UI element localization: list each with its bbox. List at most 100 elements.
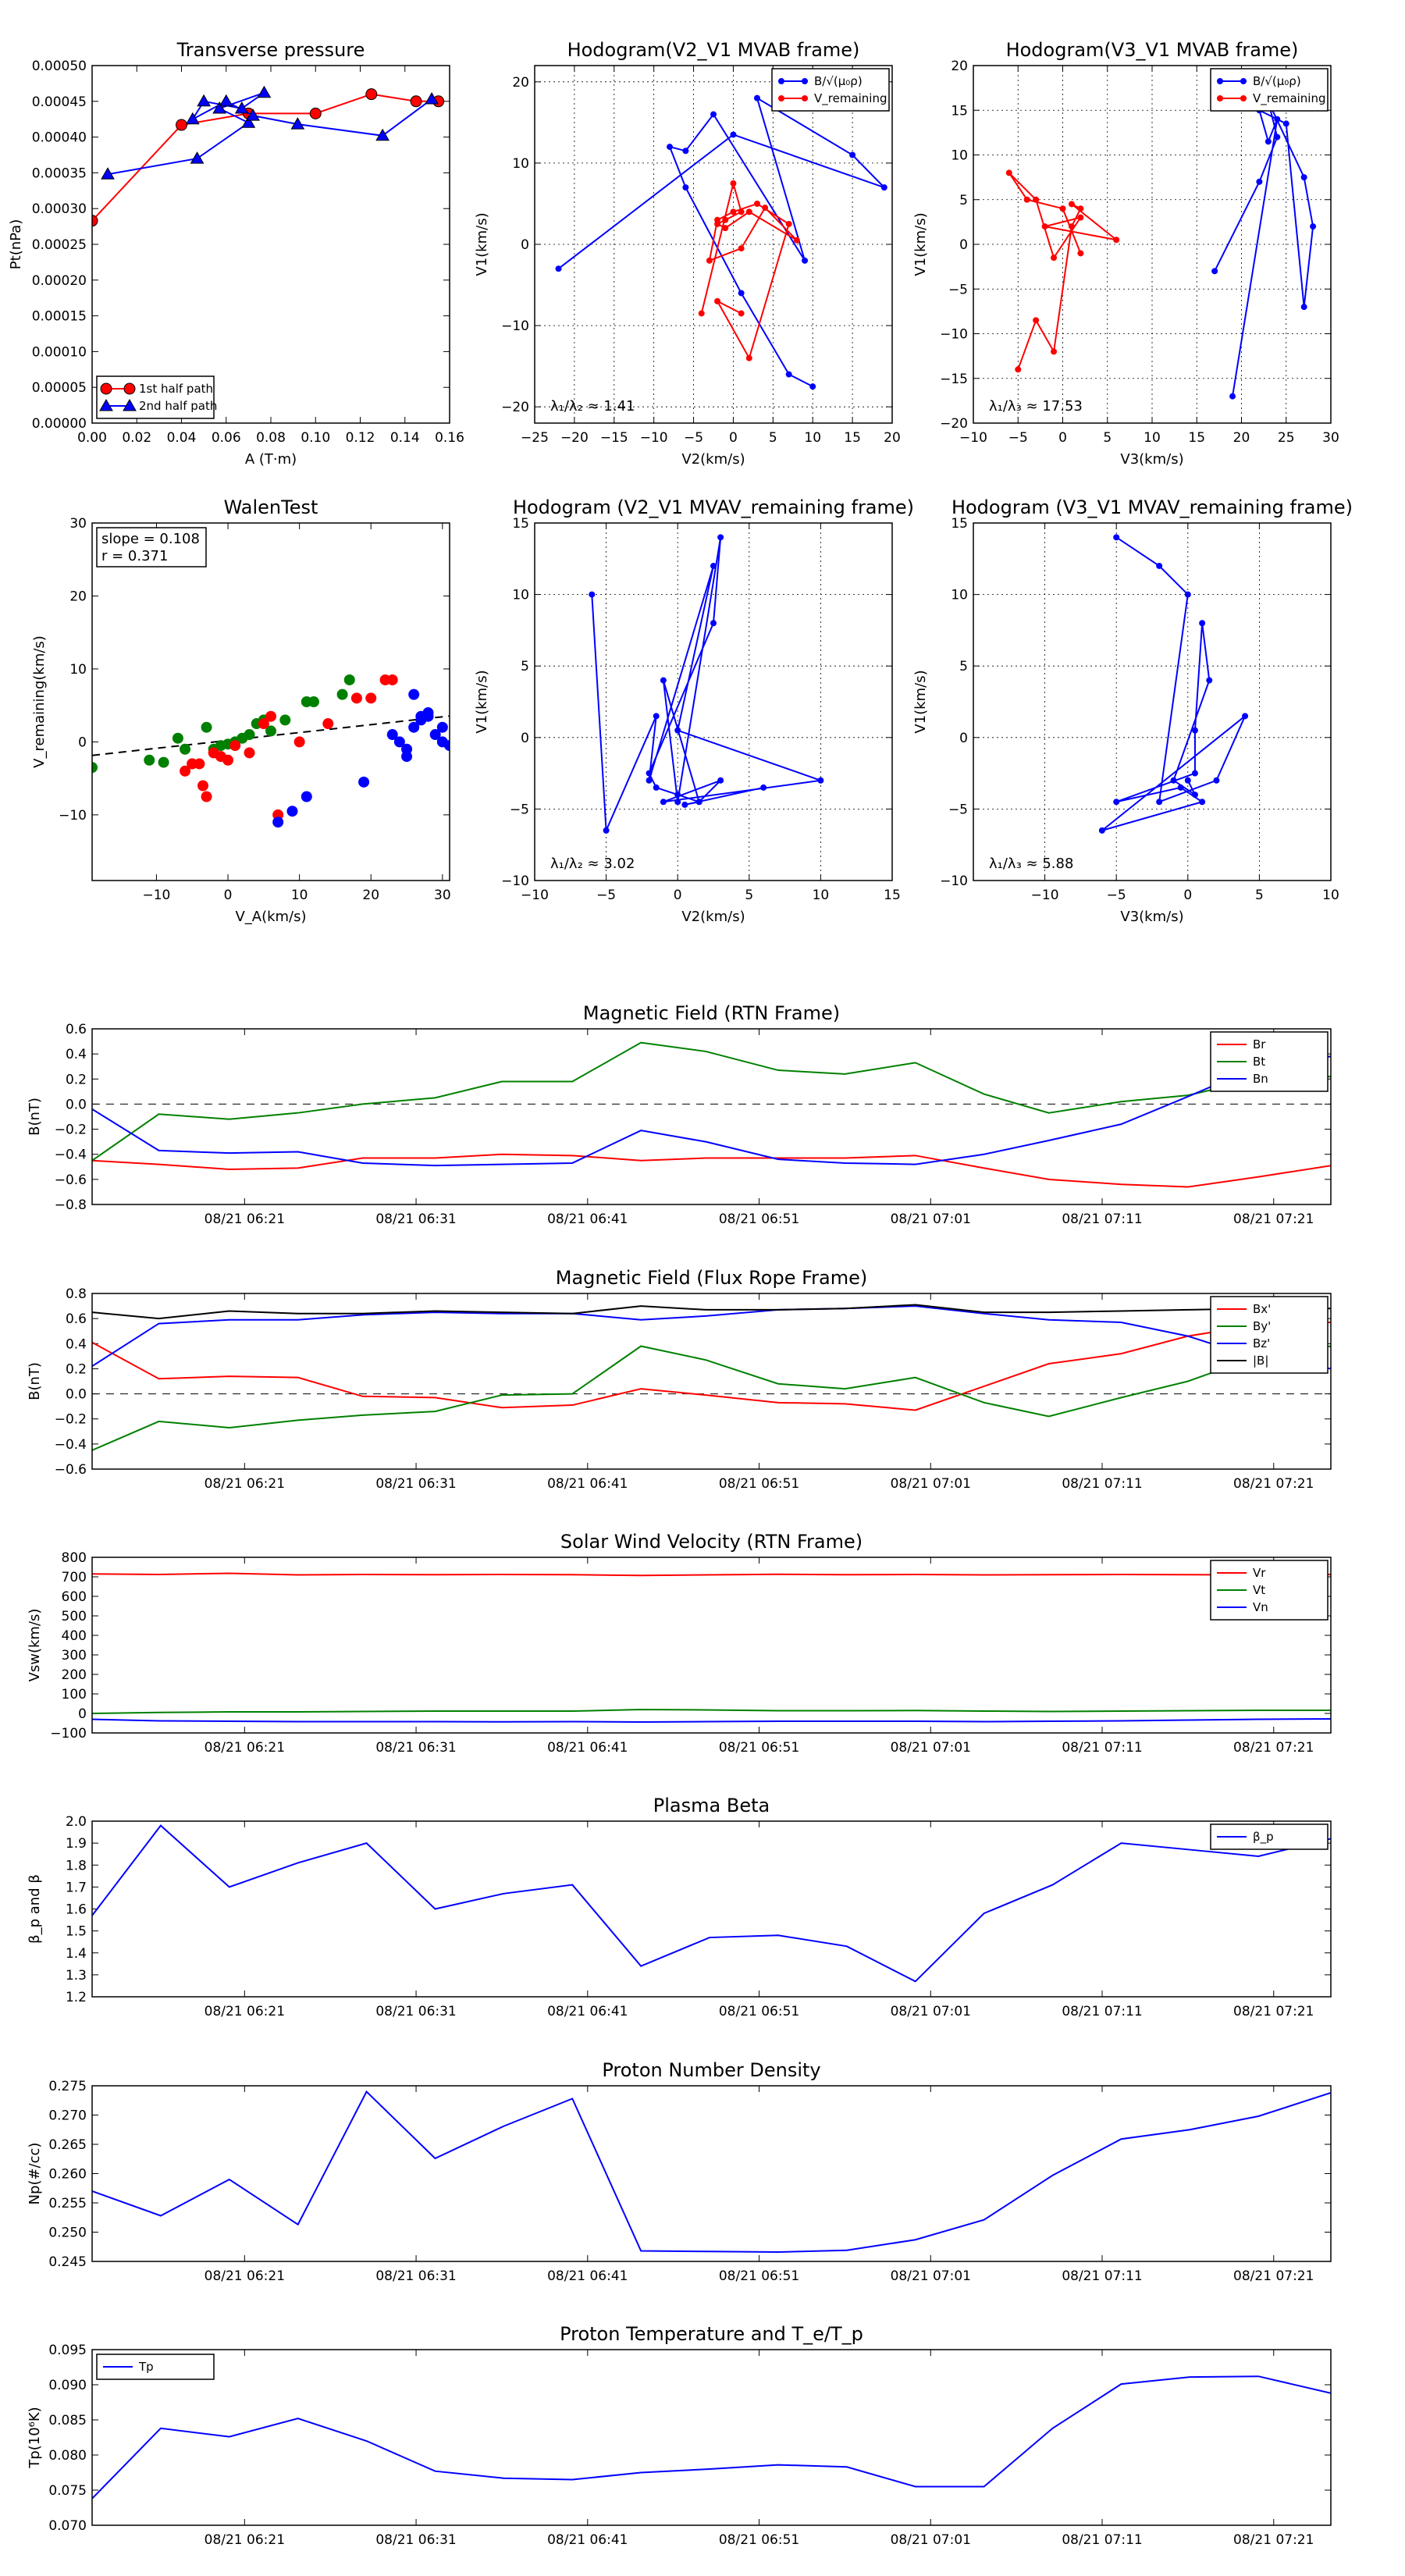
y-tick-label: −0.6 [55,1172,87,1188]
x-axis-label: A (T·m) [245,451,297,468]
y-tick-label: 0 [521,237,529,253]
data-point-1 [1077,250,1084,257]
data-point-1 [185,112,200,125]
x-tick-label: 08/21 06:31 [375,2004,456,2019]
series-line-2 [92,1305,1331,1370]
data-point-0 [1300,174,1307,181]
x-tick-label: 08/21 07:11 [1062,2004,1142,2019]
x-tick-label: −20 [560,430,589,446]
legend-marker [99,398,113,411]
data-point-0 [695,799,702,806]
y-tick-label: 0.00030 [32,201,87,217]
x-tick-label: 10 [813,888,830,903]
plot-area [92,2090,1331,2254]
x-axis-label: V_A(km/s) [235,909,306,925]
data-point-0 [730,131,737,138]
data-point-1 [698,310,705,317]
legend-marker [778,78,784,84]
data-point-1 [1077,205,1084,212]
data-point-0 [1156,799,1163,806]
data-point-0 [710,620,717,627]
y-tick-label: 0.080 [48,2448,87,2464]
data-point-2 [301,791,312,802]
x-tick-label: 08/21 07:01 [891,2004,971,2019]
data-point-0 [365,88,378,101]
data-point-2 [272,817,284,828]
data-point-1 [1068,201,1075,208]
x-tick-label: 0.06 [212,430,241,446]
legend-marker [1240,95,1247,101]
y-tick-label: 800 [62,1550,87,1566]
data-point-1 [1041,223,1048,230]
data-point-2 [444,740,450,752]
y-tick-label: 300 [62,1648,87,1663]
legend: 1st half path 2nd half path [96,375,217,419]
x-tick-label: 0.04 [167,430,197,446]
x-tick-label: 25 [1278,430,1295,446]
y-tick-label: 0.270 [48,2108,87,2124]
legend-entry: Vn [1253,1600,1268,1614]
y-tick-label: −20 [940,416,968,432]
plot-area [92,674,450,828]
plot-frame [91,2349,1332,2526]
x-tick-label: 08/21 06:21 [205,1476,285,1492]
chart-tp: Proton Temperature and T_e/T_p 08/21 06:2… [27,2323,1332,2548]
plot-frame [91,1820,1332,1998]
series-line-1 [92,1708,1331,1714]
y-tick-label: 0.6 [66,1311,87,1327]
x-tick-label: 08/21 06:41 [547,1740,628,1756]
data-point-0 [92,215,98,227]
chart-title: Hodogram (V3_V1 MVAV_remaining frame) [951,496,1353,518]
data-point-1 [350,692,362,704]
x-tick-label: 15 [1188,430,1205,446]
data-point-0 [1177,784,1184,791]
x-tick-label: 30 [1322,430,1339,446]
y-tick-label: −5 [948,802,968,817]
y-tick-label: 5 [521,659,529,674]
x-tick-label: 20 [362,888,379,903]
data-point-1 [219,94,233,107]
y-tick-label: 0 [521,731,529,746]
plot-frame [973,522,1332,881]
data-point-1 [180,765,191,777]
y-tick-label: 1.6 [66,1902,87,1918]
legend-entry: β_p [1253,1830,1274,1845]
data-point-0 [880,184,887,191]
chart-title: Magnetic Field (Flux Rope Frame) [556,1267,867,1289]
data-point-0 [717,534,724,541]
legend-entry: Vt [1253,1583,1265,1597]
y-axis-label: Pt(nPa) [8,219,24,269]
chart-h31: Hodogram(V3_V1 MVAB frame) −10 −5 0 5 10 15 20 2… [912,39,1339,468]
data-point-1 [258,718,269,730]
legend-marker [123,382,136,395]
data-point-1 [745,354,752,361]
y-tick-label: 20 [69,589,87,604]
data-point-1 [101,167,115,180]
plot-area [1098,534,1249,834]
data-point-1 [201,791,212,802]
x-tick-label: 08/21 07:21 [1233,2004,1314,2019]
y-tick-label: 0.075 [48,2483,87,2499]
x-tick-label: 08/21 07:11 [1062,2532,1142,2548]
series-line-0 [92,1153,1331,1188]
y-tick-label: 30 [69,516,87,532]
legend: Bx' By' Bz' |B| [1210,1296,1329,1374]
legend-marker [100,382,112,395]
legend-entry: Br [1253,1037,1266,1051]
y-tick-label: 0.275 [48,2079,87,2094]
plot-area [555,94,887,390]
x-tick-label: 15 [884,888,901,903]
x-tick-label: −5 [684,430,703,446]
x-tick-label: 08/21 06:31 [375,1212,456,1227]
y-axis-label: B(nT) [27,1098,43,1136]
plot-area [92,85,445,227]
legend-marker [1217,95,1223,101]
data-point-0 [802,257,809,264]
y-axis-label: β_p and β [27,1874,43,1944]
x-tick-label: −10 [640,430,668,446]
plot-frame [534,522,893,881]
y-tick-label: 100 [62,1687,87,1703]
data-point-0 [1184,591,1191,598]
legend-entry: |B| [1253,1354,1268,1368]
x-axis-label: V3(km/s) [1120,909,1183,925]
